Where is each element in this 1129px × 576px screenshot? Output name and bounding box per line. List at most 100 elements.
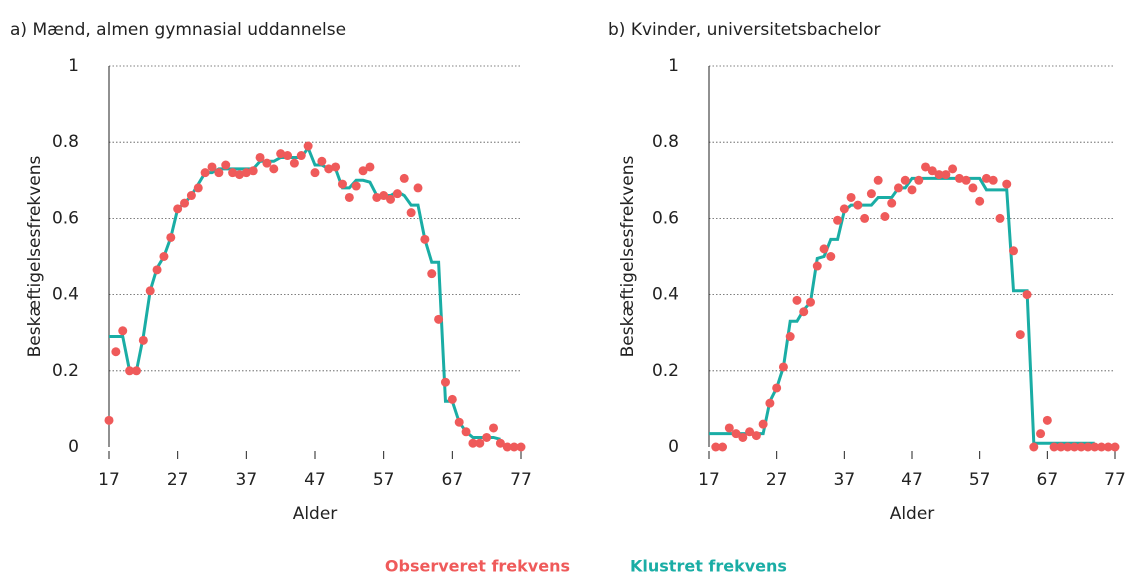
data-point [927, 166, 937, 176]
y-tick-label: 0 [668, 437, 679, 457]
data-point [893, 183, 903, 193]
data-point [392, 189, 402, 199]
y-tick-label: 0.2 [52, 361, 79, 381]
data-point [516, 442, 526, 452]
data-point [751, 431, 761, 441]
data-point [806, 297, 815, 307]
data-point [283, 151, 293, 161]
data-point [221, 160, 231, 170]
data-point [745, 427, 755, 437]
x-tick-label: 57 [373, 470, 395, 490]
data-point [358, 166, 368, 176]
data-point [1103, 442, 1113, 452]
data-point [961, 175, 971, 185]
data-point [887, 198, 897, 208]
data-point [379, 191, 389, 201]
data-point [1110, 442, 1120, 452]
y-tick-label: 1 [668, 56, 679, 76]
data-point [489, 423, 499, 433]
data-point [276, 149, 286, 159]
data-point [372, 192, 382, 202]
data-point [214, 168, 224, 178]
data-point [289, 158, 299, 168]
data-point [1029, 442, 1039, 452]
x-tick-label: 57 [969, 470, 991, 490]
data-point [819, 244, 829, 254]
data-point [1036, 429, 1046, 439]
data-point [131, 366, 141, 376]
data-point [907, 185, 917, 195]
data-point [365, 162, 375, 172]
data-point [799, 307, 809, 317]
legend-label: Observeret frekvens [385, 557, 570, 576]
y-axis-label: Beskæftigelsesfrekvens [618, 155, 638, 357]
y-tick-label: 0.8 [652, 132, 679, 152]
data-point [866, 189, 876, 199]
data-point [1049, 442, 1059, 452]
data-point [968, 183, 978, 193]
data-point [509, 442, 519, 452]
data-point [1090, 442, 1100, 452]
data-point [1002, 179, 1012, 189]
x-tick-label: 47 [901, 470, 923, 490]
data-point [317, 156, 327, 166]
data-point [461, 427, 471, 437]
data-point [1096, 442, 1106, 452]
data-point [193, 183, 203, 193]
y-tick-label: 0 [68, 437, 79, 457]
data-point [482, 432, 492, 442]
data-point [255, 152, 265, 162]
data-point [241, 168, 251, 178]
data-point [880, 211, 890, 221]
x-tick-label: 17 [98, 470, 120, 490]
data-point [1022, 290, 1032, 300]
data-point [833, 215, 843, 225]
y-tick-label: 0.6 [652, 208, 679, 228]
data-point [941, 170, 951, 180]
data-point [104, 415, 114, 425]
data-point [454, 417, 464, 427]
data-point [386, 194, 396, 204]
data-point [988, 175, 998, 185]
y-tick-label: 0.6 [52, 208, 79, 228]
x-tick-label: 37 [236, 470, 258, 490]
data-point [772, 383, 782, 393]
data-point [324, 164, 334, 174]
data-point [724, 423, 734, 433]
data-point [731, 429, 741, 439]
data-point [331, 162, 341, 172]
data-point [1076, 442, 1086, 452]
x-tick-label: 47 [304, 470, 326, 490]
data-point [125, 366, 135, 376]
data-point [351, 181, 361, 191]
panel-title: a) Mænd, almen gymnasial uddannelse [10, 20, 346, 40]
data-point [447, 394, 457, 404]
data-point [296, 151, 306, 161]
data-point [934, 170, 944, 180]
data-point [778, 362, 788, 372]
data-point [269, 164, 279, 174]
data-point [900, 175, 910, 185]
data-point [839, 204, 849, 214]
panel-title: b) Kvinder, universitetsbachelor [608, 20, 881, 40]
data-point [166, 232, 176, 242]
data-point [758, 419, 768, 429]
data-point [138, 335, 148, 345]
y-axis-label: Beskæftigelsesfrekvens [25, 155, 45, 357]
x-tick-label: 27 [766, 470, 788, 490]
data-point [711, 442, 721, 452]
data-point [111, 347, 121, 357]
data-point [207, 162, 217, 172]
data-point [434, 314, 444, 324]
x-tick-label: 17 [698, 470, 720, 490]
data-point [310, 168, 320, 178]
data-point [118, 326, 128, 336]
data-point [792, 295, 802, 305]
data-point [765, 398, 775, 408]
data-point [1015, 330, 1025, 340]
data-point [399, 173, 409, 183]
y-tick-label: 0.8 [52, 132, 79, 152]
data-point [495, 438, 505, 448]
